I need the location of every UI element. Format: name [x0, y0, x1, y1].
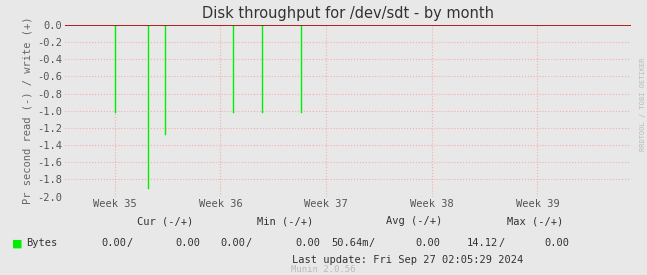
Text: Max (-/+): Max (-/+): [507, 216, 563, 226]
Text: /: /: [498, 238, 505, 248]
Text: Bytes: Bytes: [26, 238, 57, 248]
Text: RRDTOOL / TOBI OETIKER: RRDTOOL / TOBI OETIKER: [640, 58, 646, 151]
Text: /: /: [246, 238, 252, 248]
Text: Min (-/+): Min (-/+): [257, 216, 313, 226]
Text: 0.00: 0.00: [544, 238, 569, 248]
Text: ■: ■: [12, 238, 22, 248]
Text: Munin 2.0.56: Munin 2.0.56: [291, 265, 356, 274]
Text: 0.00: 0.00: [221, 238, 246, 248]
Text: 0.00: 0.00: [101, 238, 126, 248]
Text: Last update: Fri Sep 27 02:05:29 2024: Last update: Fri Sep 27 02:05:29 2024: [292, 255, 523, 265]
Y-axis label: Pr second read (-) / write (+): Pr second read (-) / write (+): [23, 17, 33, 204]
Text: /: /: [126, 238, 133, 248]
Title: Disk throughput for /dev/sdt - by month: Disk throughput for /dev/sdt - by month: [202, 6, 494, 21]
Text: 50.64m: 50.64m: [331, 238, 369, 248]
Text: 0.00: 0.00: [175, 238, 201, 248]
Text: 0.00: 0.00: [295, 238, 320, 248]
Text: 0.00: 0.00: [415, 238, 440, 248]
Text: Avg (-/+): Avg (-/+): [386, 216, 442, 226]
Text: /: /: [369, 238, 375, 248]
Text: 14.12: 14.12: [467, 238, 498, 248]
Text: Cur (-/+): Cur (-/+): [137, 216, 193, 226]
